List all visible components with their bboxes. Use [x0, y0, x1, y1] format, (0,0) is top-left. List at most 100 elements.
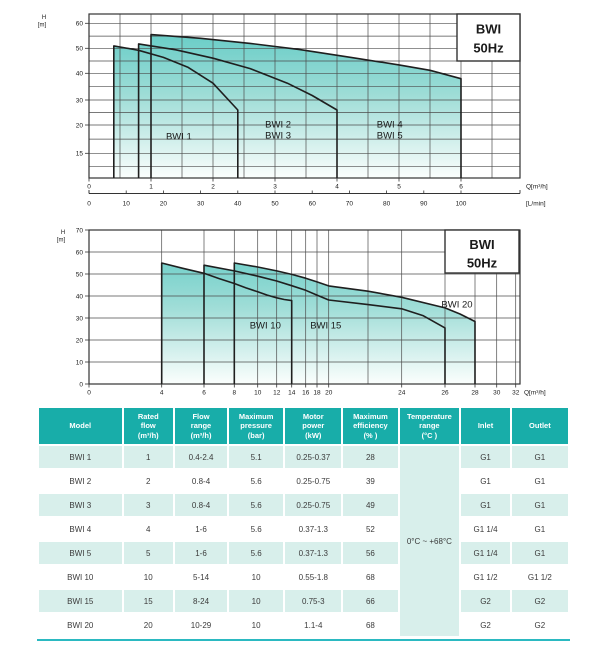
inlet-cell: G1 — [461, 494, 510, 516]
plot-border — [88, 229, 521, 385]
curve-bwi-4-bwi-5 — [150, 33, 462, 178]
y-tick-label: 40 — [76, 71, 84, 78]
outlet-cell: G1 — [511, 542, 568, 564]
x-tick-label: 10 — [254, 390, 262, 397]
max-pressure-cell: 10 — [229, 614, 284, 636]
header-cell: Maximum pressure (bar) — [229, 408, 284, 444]
max-efficiency-cell: 28 — [343, 446, 398, 468]
y-tick-label: 30 — [76, 315, 84, 322]
motor-power-cell: 0.25-0.37 — [285, 446, 342, 468]
curve-bwi-1 — [113, 45, 239, 178]
model-cell: BWI 1 — [39, 446, 122, 468]
x-tick-label: 16 — [302, 390, 310, 397]
lmin-tick-label: 100 — [456, 201, 467, 208]
y-tick-label: 30 — [76, 97, 84, 104]
series-label: BWI 1 — [166, 131, 192, 142]
x-tick-label: 4 — [335, 184, 339, 191]
lmin-tick-label: 90 — [420, 201, 428, 208]
rated-flow-cell: 4 — [123, 518, 173, 540]
badge-frequency-label: 50Hz — [473, 41, 504, 56]
area-bwi-20 — [234, 263, 475, 384]
curve-bwi-15 — [203, 264, 446, 384]
y-axis-unit-label: [m] — [57, 238, 66, 244]
table-row: BWI 5 5 1-6 5.6 0.37-1.3 56 G1 1/4 G1 — [39, 542, 568, 564]
max-efficiency-cell: 52 — [343, 518, 398, 540]
header-cell: Model — [39, 408, 122, 444]
rated-flow-cell: 20 — [123, 614, 173, 636]
flow-range-cell: 1-6 — [174, 518, 228, 540]
x-tick-label: 3 — [273, 184, 277, 191]
x-tick-label: 0 — [87, 184, 91, 191]
model-cell: BWI 5 — [39, 542, 122, 564]
lmin-tick-label: 50 — [271, 201, 279, 208]
x-tick-label: 5 — [397, 184, 401, 191]
x-tick-label: 4 — [160, 390, 164, 397]
max-efficiency-cell: 49 — [343, 494, 398, 516]
y-tick-label: 50 — [76, 271, 84, 278]
model-cell: BWI 2 — [39, 470, 122, 492]
temperature-range-cell: 0°C ~ +68°C — [399, 446, 460, 636]
model-cell: BWI 10 — [39, 566, 122, 588]
table-row: BWI 4 4 1-6 5.6 0.37-1.3 52 G1 1/4 G1 — [39, 518, 568, 540]
x-tick-label: 1 — [149, 184, 153, 191]
plot-border — [88, 13, 521, 179]
outlet-cell: G1 — [511, 494, 568, 516]
inlet-cell: G1 — [461, 446, 510, 468]
spec-table: Model Rated flow (m³/h) Flow range (m³/h) M… — [37, 406, 570, 638]
outlet-cell: G1 1/2 — [511, 566, 568, 588]
flow-range-cell: 8-24 — [174, 590, 228, 612]
series-label: BWI 3 — [265, 131, 291, 142]
x-tick-label: 12 — [273, 390, 281, 397]
lmin-tick-label: 80 — [383, 201, 391, 208]
x-tick-label: 14 — [288, 390, 296, 397]
header-cell: Inlet — [461, 408, 510, 444]
x-tick-label: 24 — [398, 390, 406, 397]
lmin-unit-label: [L/min] — [526, 201, 546, 208]
rated-flow-cell: 15 — [123, 590, 173, 612]
lmin-tick-label: 70 — [346, 201, 354, 208]
outlet-cell: G1 — [511, 470, 568, 492]
header-cell: Rated flow (m³/h) — [123, 408, 173, 444]
table-row: BWI 1 1 0.4-2.4 5.1 0.25-0.37 28 0°C ~ +68°C G1… — [39, 446, 568, 636]
y-tick-label: 20 — [76, 122, 84, 129]
rated-flow-cell: 1 — [123, 446, 173, 468]
motor-power-cell: 0.37-1.3 — [285, 542, 342, 564]
series-label: BWI 5 — [377, 131, 403, 142]
y-axis-unit-label: [m] — [38, 23, 47, 29]
lmin-tick-label: 30 — [197, 201, 205, 208]
inlet-cell: G1 — [461, 470, 510, 492]
flow-range-cell: 1-6 — [174, 542, 228, 564]
x-tick-label: 6 — [459, 184, 463, 191]
spec-table-header: Model Rated flow (m³/h) Flow range (m³/h) M… — [39, 408, 568, 444]
table-row: BWI 15 15 8-24 10 0.75-3 66 G2 G2 — [39, 590, 568, 612]
x-axis-unit-label: Q[m³/h] — [526, 184, 548, 191]
badge-frequency-label: 50Hz — [467, 256, 498, 271]
inlet-cell: G1 1/4 — [461, 518, 510, 540]
model-frequency-badge — [456, 13, 521, 62]
rated-flow-cell: 2 — [123, 470, 173, 492]
x-tick-label: 6 — [202, 390, 206, 397]
rated-flow-cell: 3 — [123, 494, 173, 516]
flow-range-cell: 5-14 — [174, 566, 228, 588]
table-row: BWI 3 3 0.8-4 5.6 0.25-0.75 49 G1 G1 — [39, 494, 568, 516]
badge-model-label: BWI — [476, 22, 501, 37]
x-tick-label: 2 — [211, 184, 215, 191]
x-tick-label: 26 — [441, 390, 449, 397]
table-row: BWI 2 2 0.8-4 5.6 0.25-0.75 39 G1 G1 — [39, 470, 568, 492]
lmin-tick-label: 20 — [160, 201, 168, 208]
lmin-tick-label: 60 — [309, 201, 317, 208]
x-tick-label: 20 — [325, 390, 333, 397]
curve-bwi-10 — [160, 262, 293, 384]
outlet-cell: G1 — [511, 518, 568, 540]
x-axis-unit-label: Q[m³/h] — [524, 390, 546, 397]
inlet-cell: G1 1/4 — [461, 542, 510, 564]
model-cell: BWI 4 — [39, 518, 122, 540]
motor-power-cell: 0.75-3 — [285, 590, 342, 612]
flow-range-cell: 0.8-4 — [174, 494, 228, 516]
flow-range-cell: 0.8-4 — [174, 470, 228, 492]
series-label: BWI 2 — [265, 119, 291, 130]
outlet-cell: G1 — [511, 446, 568, 468]
y-tick-label: 10 — [76, 359, 84, 366]
y-tick-label: 20 — [76, 337, 84, 344]
